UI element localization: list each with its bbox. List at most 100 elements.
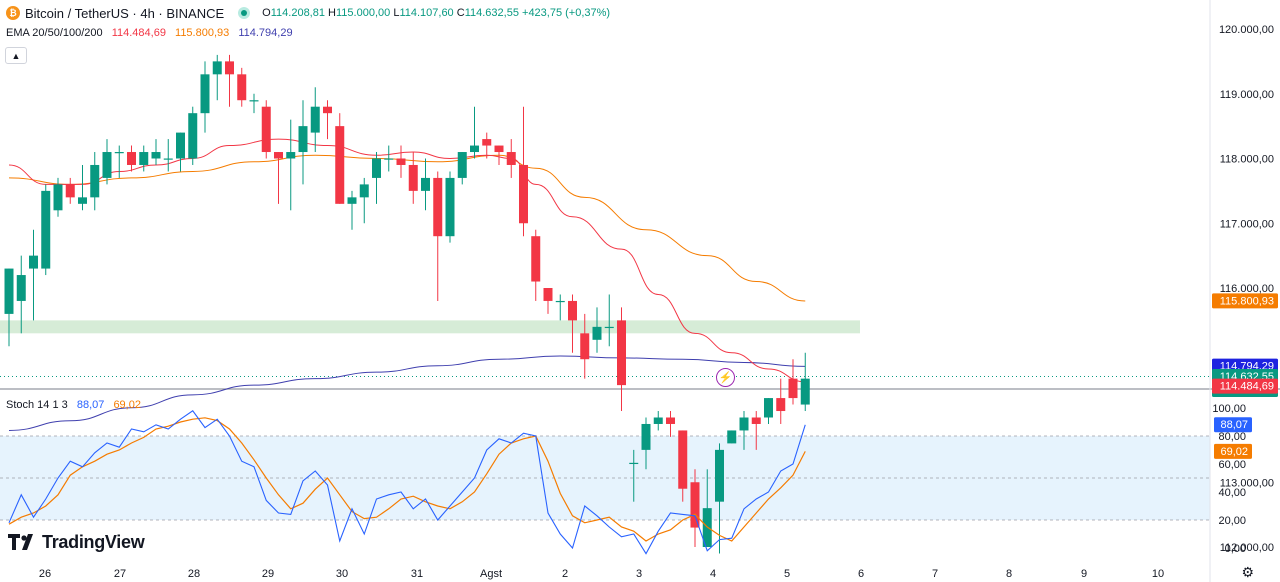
ema200-value: 114.794,29 — [238, 27, 293, 39]
stoch-axis-label: 60,00 — [1218, 459, 1246, 471]
stoch-legend[interactable]: Stoch 14 1 3 88,07 69,02 — [6, 399, 141, 411]
market-status-icon — [238, 7, 251, 19]
candle — [29, 229, 38, 321]
stoch-axis-label: 20,00 — [1218, 515, 1246, 527]
candle-body — [604, 326, 614, 329]
candle-body — [298, 126, 308, 153]
open-value: 114.208,81 — [270, 7, 325, 19]
candle-body — [421, 177, 430, 191]
candle — [678, 430, 688, 502]
candle-body — [347, 197, 357, 204]
candle-body — [249, 100, 259, 102]
tradingview-mark-icon — [8, 534, 33, 550]
candle — [653, 411, 663, 431]
candle-body — [506, 152, 516, 165]
candle — [237, 67, 247, 107]
time-axis-label: 5 — [784, 568, 790, 580]
candle — [188, 106, 198, 165]
candle-body — [482, 139, 492, 146]
candle — [396, 145, 406, 178]
price-axis-label: 112.000,00 — [1220, 542, 1274, 554]
candle-body — [519, 164, 528, 224]
candle — [225, 54, 234, 107]
candle — [249, 93, 259, 114]
candle — [384, 145, 394, 172]
time-axis-label: 7 — [932, 568, 938, 580]
ohlc-readout: O114.208,81 H115.000,00 L114.107,60 C114… — [262, 7, 610, 19]
time-axis-label: 4 — [710, 568, 716, 580]
candle-body — [188, 113, 198, 159]
low-value: 114.107,60 — [399, 7, 454, 19]
time-axis-label: 28 — [188, 568, 200, 580]
candle-body — [127, 152, 136, 165]
ema-legend[interactable]: EMA 20/50/100/200 114.484,69 115.800,93 … — [6, 27, 293, 39]
candle-body — [617, 320, 626, 386]
candle-body — [372, 158, 381, 178]
candle-body — [237, 74, 247, 101]
candle — [690, 469, 700, 547]
candle — [274, 152, 283, 204]
price-axis-label: 120.000,00 — [1219, 24, 1274, 36]
symbol-title[interactable]: Bitcoin / TetherUS · 4h · BINANCE — [25, 5, 225, 21]
candle-body — [470, 145, 479, 153]
candle — [764, 398, 773, 424]
close-label: C — [456, 7, 465, 19]
candle-body — [764, 398, 773, 418]
candle-body — [139, 152, 149, 165]
time-axis-label: 30 — [336, 568, 348, 580]
candle-body — [629, 462, 639, 465]
time-axis-label: 9 — [1081, 568, 1087, 580]
ema200-line — [8, 355, 806, 431]
candle — [53, 177, 63, 217]
candle — [41, 184, 51, 276]
stoch-axis-label: 80,00 — [1218, 431, 1246, 443]
candle — [151, 139, 161, 165]
candle — [261, 100, 271, 159]
candle-body — [4, 268, 14, 314]
candle-body — [788, 378, 798, 399]
stoch-axis-label: 100,00 — [1212, 403, 1246, 415]
candle-body — [800, 378, 810, 405]
candle-body — [78, 197, 87, 204]
tradingview-logo[interactable]: TradingView — [8, 531, 145, 553]
candle-body — [274, 152, 283, 159]
candle — [90, 152, 100, 211]
candle-body — [53, 184, 63, 211]
candle — [102, 139, 112, 185]
chart-header: ₿ Bitcoin / TetherUS · 4h · BINANCE O114… — [6, 4, 610, 22]
candle — [433, 171, 443, 301]
candle-body — [114, 152, 124, 154]
candle-body — [286, 152, 296, 159]
price-axis-label: 116.000,00 — [1220, 283, 1274, 295]
time-axis-label: 10 — [1152, 568, 1164, 580]
gear-icon[interactable]: ⚙ — [1241, 564, 1254, 580]
candle-body — [678, 430, 688, 489]
lightning-icon[interactable]: ⚡ — [716, 368, 735, 387]
price-badge — [1214, 443, 1252, 459]
price-axis-label: 117.000,00 — [1220, 218, 1274, 230]
candle — [372, 152, 381, 204]
ema-legend-label: EMA 20/50/100/200 — [6, 27, 103, 39]
collapse-legend-button[interactable]: ▲ — [5, 47, 27, 64]
candle-body — [29, 255, 38, 269]
candle-body — [445, 177, 455, 237]
candle-body — [163, 158, 173, 160]
candle-body — [408, 164, 418, 191]
stoch-k-line — [8, 410, 806, 555]
candle-body — [41, 190, 51, 269]
ema50-value: 115.800,93 — [175, 27, 230, 39]
stoch-d-value: 69,02 — [113, 399, 141, 411]
support-zone — [0, 320, 860, 334]
candle-body — [335, 126, 345, 204]
candle — [347, 190, 357, 230]
candle — [408, 152, 418, 204]
candle-body — [225, 61, 234, 75]
candle-body — [261, 106, 271, 153]
candle-body — [65, 184, 75, 198]
price-axis-label: 119.000,00 — [1220, 89, 1274, 101]
candle — [176, 132, 185, 172]
candle — [127, 145, 136, 172]
candle-body — [433, 177, 443, 237]
change-value: +423,75 (+0,37%) — [522, 7, 611, 19]
